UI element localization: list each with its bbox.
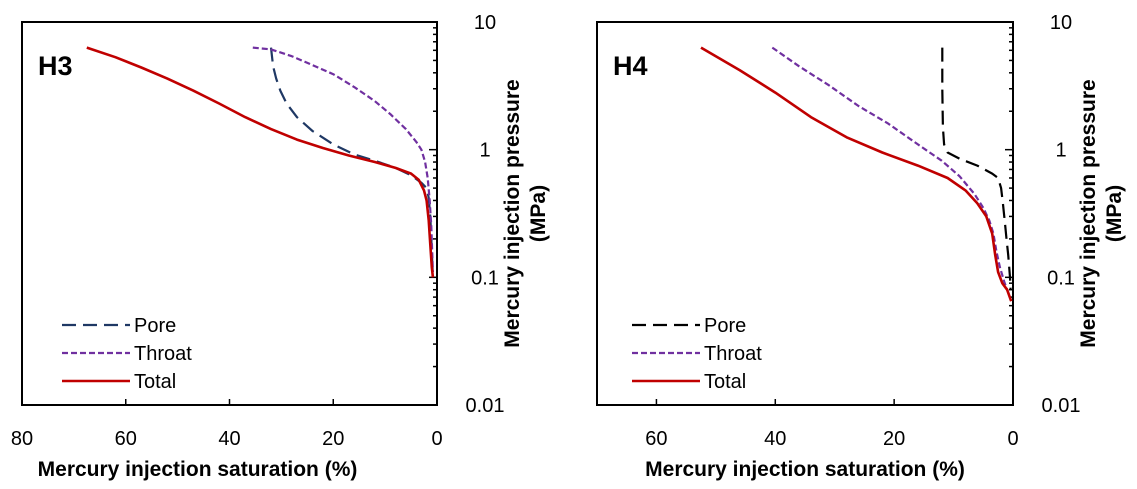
legend-label-total: Total [704,371,746,393]
panel-h3: 80 60 40 20 0 10 1 0.1 0.01 H3 Pore Throat Total Merc… [11,12,550,481]
x-tick-label: 60 [645,428,667,450]
legend: Pore Throat Total [632,315,762,393]
panel-h4: 60 40 20 0 10 1 0.1 0.01 H4 Pore Throat Total Mercur… [596,12,1126,481]
y-tick-label: 0.01 [466,395,505,417]
panel-label: H3 [38,51,73,81]
y-axis-unit: (MPa) [1103,185,1126,242]
legend: Pore Throat Total [62,315,192,393]
x-tick-label: 60 [115,428,137,450]
series-line-throat [252,46,434,273]
legend-label-total: Total [134,371,176,393]
legend-label-pore: Pore [134,315,176,337]
series-line-pore [269,47,434,278]
y-axis-title: Mercury injection pressure [1077,79,1100,347]
x-axis-title: Mercury injection saturation (%) [38,458,358,481]
x-tick-label: 20 [322,428,344,450]
x-tick-label: 0 [1007,428,1018,450]
y-tick-label: 0.1 [471,267,499,289]
y-axis-unit: (MPa) [527,185,550,242]
x-tick-label: 40 [218,428,240,450]
x-tick-label: 0 [431,428,442,450]
panel-label: H4 [613,51,648,81]
legend-label-throat: Throat [704,343,762,365]
y-tick-label: 10 [1050,12,1072,34]
x-tick-label: 40 [764,428,786,450]
y-tick-label: 0.01 [1042,395,1081,417]
legend-label-throat: Throat [134,343,192,365]
y-tick-label: 0.1 [1047,267,1075,289]
x-tick-label: 20 [883,428,905,450]
series-line-throat [771,46,1012,298]
y-tick-label: 1 [479,140,490,162]
series-line-total [86,46,435,278]
x-axis-title: Mercury injection saturation (%) [645,458,965,481]
legend-label-pore: Pore [704,315,746,337]
series-line-total [700,46,1013,302]
y-axis-title: Mercury injection pressure [501,79,524,347]
plot-frame [21,21,438,406]
y-tick-label: 1 [1055,140,1066,162]
plot-frame [596,21,1014,406]
series-line-pore [941,47,1012,290]
x-tick-label: 80 [11,428,33,450]
y-tick-label: 10 [474,12,496,34]
